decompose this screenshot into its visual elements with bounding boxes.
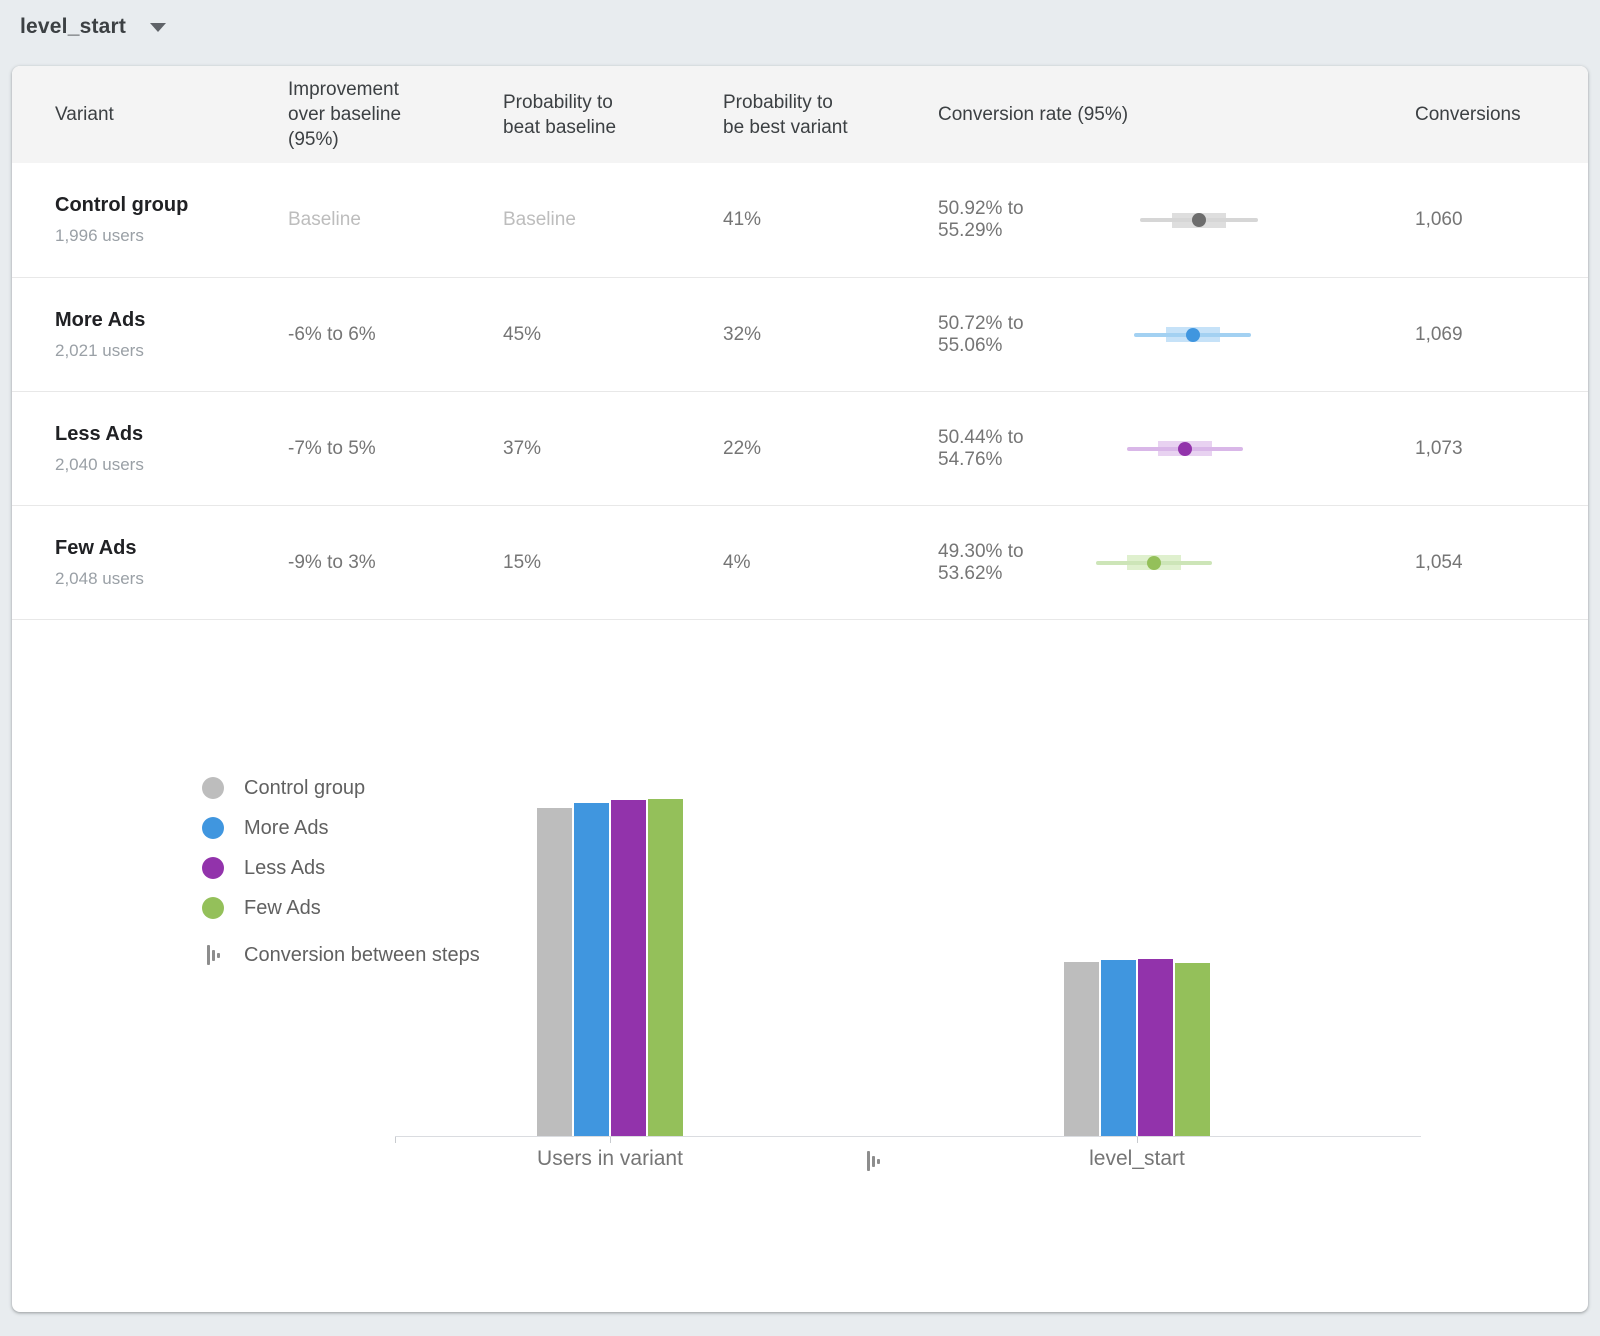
variant-name: Control group xyxy=(55,194,189,216)
column-header-conversion-rate: Conversion rate (95%) xyxy=(938,104,1129,125)
variant-name: Less Ads xyxy=(55,422,144,445)
chart-bar xyxy=(1064,962,1099,1136)
conversion-interval-chart xyxy=(1085,392,1315,505)
interval-dot xyxy=(1177,441,1192,456)
experiment-results-card: Variant Improvement over baseline (95%) … xyxy=(12,66,1588,1312)
variant-name: More Ads xyxy=(55,308,146,331)
variant-name: Few Ads xyxy=(55,536,137,559)
metric-selector-value: level_start xyxy=(20,15,127,38)
conversion-between-steps-icon xyxy=(863,1151,885,1171)
improvement-value: -6% to 6% xyxy=(288,323,376,345)
table-row: Control group 1,996 users Baseline Baseline… xyxy=(12,163,1588,277)
metric-selector-dropdown[interactable]: level_start xyxy=(20,15,167,39)
legend-item-conversion-between-steps: Conversion between steps xyxy=(202,935,480,975)
chart-bar xyxy=(648,799,683,1136)
variant-cell: More Ads 2,021 users xyxy=(55,309,288,361)
column-header-conversions: Conversions xyxy=(1415,104,1521,125)
legend-label: Control group xyxy=(244,776,366,799)
legend-item: Less Ads xyxy=(202,848,480,888)
prob-best-variant-value: 41% xyxy=(723,209,762,230)
funnel-bar-chart: Control group More Ads Less Ads Few Ads Conv… xyxy=(12,620,1588,1313)
table-body: Control group 1,996 users Baseline Baseline… xyxy=(12,163,1588,620)
legend-item: Few Ads xyxy=(202,888,480,928)
prob-beat-baseline-value: 15% xyxy=(503,551,542,573)
variant-cell: Less Ads 2,040 users xyxy=(55,423,288,475)
variant-users-count: 1,996 users xyxy=(55,226,144,245)
chart-bar xyxy=(1101,960,1136,1136)
prob-beat-baseline-value: 37% xyxy=(503,437,542,459)
legend-swatch-control-group xyxy=(202,777,224,799)
improvement-value: Baseline xyxy=(288,209,361,230)
improvement-value: -9% to 3% xyxy=(288,551,376,573)
legend-label: More Ads xyxy=(244,816,329,839)
conversions-value: 1,060 xyxy=(1415,209,1463,230)
variant-cell: Few Ads 2,048 users xyxy=(55,537,288,589)
conversion-interval-chart xyxy=(1085,163,1315,277)
chart-bar xyxy=(1175,963,1210,1136)
conversion-interval-chart xyxy=(1085,506,1315,619)
bar-group-event xyxy=(1064,959,1210,1136)
x-axis-tick xyxy=(1137,1137,1138,1143)
conversions-value: 1,069 xyxy=(1415,323,1463,345)
conversions-value: 1,054 xyxy=(1415,551,1463,573)
chart-bar xyxy=(1138,959,1173,1136)
column-header-prob-beat-baseline: Probability to beat baseline xyxy=(503,91,617,138)
prob-beat-baseline-value: Baseline xyxy=(503,209,576,230)
table-row: More Ads 2,021 users -6% to 6% 45% 32% 50.72%… xyxy=(12,277,1588,391)
variant-cell: Control group 1,996 users xyxy=(55,194,288,246)
variant-users-count: 2,040 users xyxy=(55,454,144,474)
bar-group-users xyxy=(537,799,683,1136)
table-row: Less Ads 2,040 users -7% to 5% 37% 22% 50.44%… xyxy=(12,391,1588,505)
chevron-down-icon xyxy=(150,22,167,32)
prob-best-variant-value: 4% xyxy=(723,551,751,573)
x-axis-tick xyxy=(610,1137,611,1143)
chart-bar xyxy=(537,808,572,1136)
conversion-rate-value: 50.44% to 54.76% xyxy=(938,426,1024,470)
interval-dot xyxy=(1147,555,1162,570)
column-header-prob-best-variant: Probability to be best variant xyxy=(723,91,848,138)
conversion-rate-value: 50.72% to 55.06% xyxy=(938,312,1024,356)
legend-label: Few Ads xyxy=(244,896,321,919)
chart-legend: Control group More Ads Less Ads Few Ads Conv… xyxy=(202,768,480,975)
interval-dot xyxy=(1191,213,1206,227)
conversions-value: 1,073 xyxy=(1415,437,1463,459)
x-axis-label: level_start xyxy=(1089,1147,1185,1170)
column-header-improvement: Improvement over baseline (95%) xyxy=(288,79,402,150)
prob-best-variant-value: 22% xyxy=(723,437,762,459)
conversion-interval-chart xyxy=(1085,278,1315,391)
table-header: Variant Improvement over baseline (95%) … xyxy=(12,66,1588,163)
chart-bar xyxy=(574,803,609,1136)
legend-label: Conversion between steps xyxy=(244,943,480,966)
x-axis-label: Users in variant xyxy=(537,1147,683,1170)
conversion-rate-value: 50.92% to 55.29% xyxy=(938,198,1024,241)
chart-bar xyxy=(611,800,646,1136)
conversion-rate-value: 49.30% to 53.62% xyxy=(938,540,1024,584)
legend-item: More Ads xyxy=(202,808,480,848)
conversion-between-steps-icon xyxy=(202,945,224,965)
variant-users-count: 2,048 users xyxy=(55,568,144,588)
column-header-variant: Variant xyxy=(55,104,114,125)
x-axis-line xyxy=(395,1136,1421,1137)
variant-users-count: 2,021 users xyxy=(55,340,144,360)
legend-swatch-less-ads xyxy=(202,857,224,879)
improvement-value: -7% to 5% xyxy=(288,437,376,459)
legend-swatch-few-ads xyxy=(202,897,224,919)
legend-swatch-more-ads xyxy=(202,817,224,839)
prob-beat-baseline-value: 45% xyxy=(503,323,542,345)
table-row: Few Ads 2,048 users -9% to 3% 15% 4% 49.30% t… xyxy=(12,505,1588,619)
interval-dot xyxy=(1185,327,1200,342)
legend-item: Control group xyxy=(202,768,480,808)
x-axis-tick xyxy=(395,1137,396,1143)
prob-best-variant-value: 32% xyxy=(723,323,762,345)
legend-label: Less Ads xyxy=(244,856,326,879)
topbar: level_start xyxy=(0,0,1600,54)
